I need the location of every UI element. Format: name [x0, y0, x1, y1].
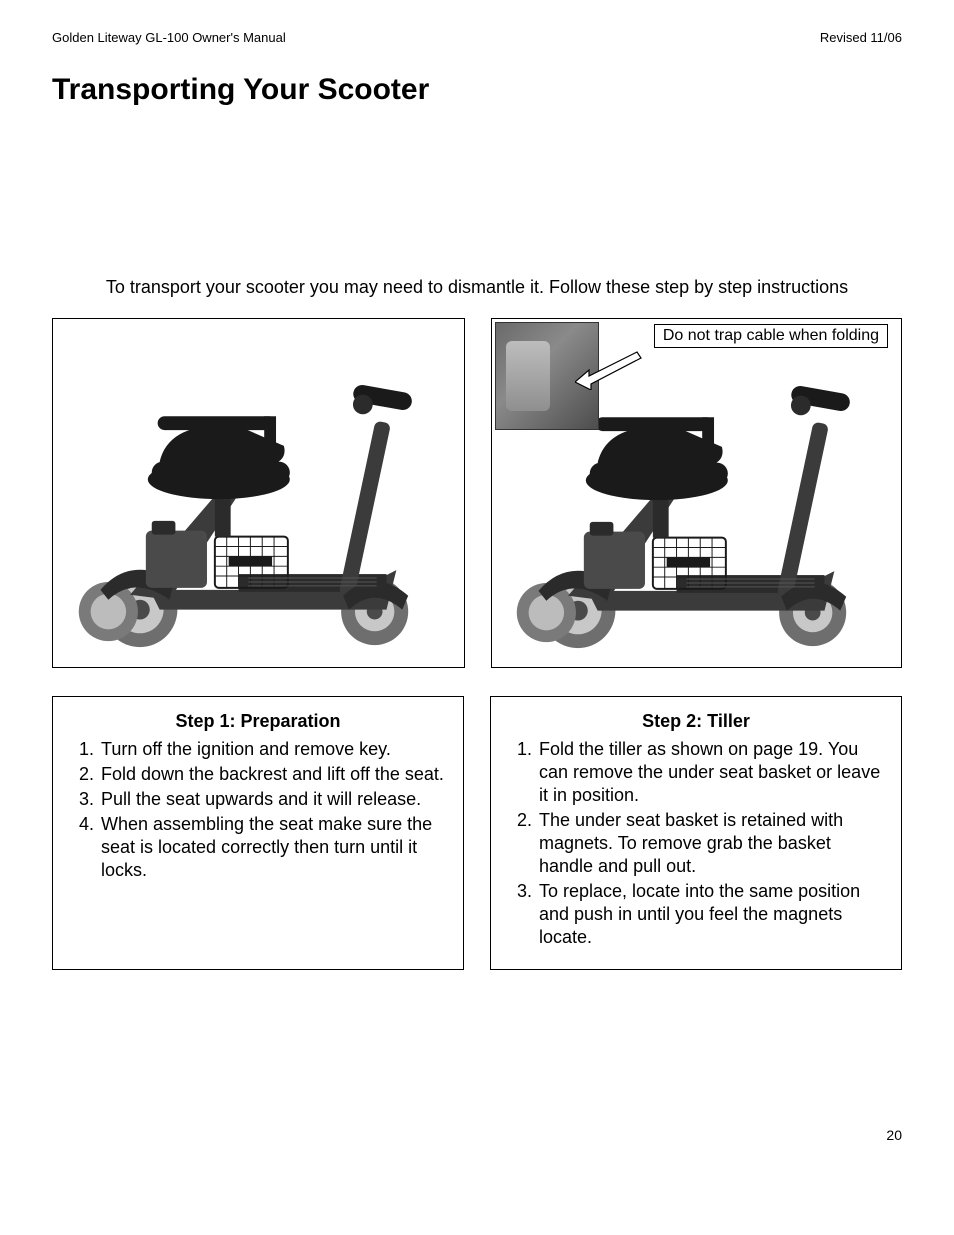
step1-item: Fold down the backrest and lift off the … — [99, 763, 451, 786]
figures-row: Do not trap cable when folding — [52, 318, 902, 668]
scooter-illustration-1 — [61, 363, 456, 659]
step2-title: Step 2: Tiller — [503, 711, 889, 732]
callout-arrow-icon — [575, 346, 645, 390]
header-right: Revised 11/06 — [820, 30, 902, 45]
steps-row: Step 1: Preparation Turn off the ignitio… — [52, 696, 902, 970]
step2-item: To replace, locate into the same positio… — [537, 880, 889, 949]
page-number: 20 — [886, 1127, 902, 1143]
callout-label: Do not trap cable when folding — [654, 324, 888, 348]
step1-title: Step 1: Preparation — [65, 711, 451, 732]
header: Golden Liteway GL-100 Owner's Manual Rev… — [52, 30, 902, 45]
header-left: Golden Liteway GL-100 Owner's Manual — [52, 30, 286, 45]
intro-text: To transport your scooter you may need t… — [72, 277, 882, 298]
step2-item: The under seat basket is retained with m… — [537, 809, 889, 878]
figure-step1 — [52, 318, 465, 668]
step2-item: Fold the tiller as shown on page 19. You… — [537, 738, 889, 807]
step1-item: When assembling the seat make sure the s… — [99, 813, 451, 882]
step2-list: Fold the tiller as shown on page 19. You… — [503, 738, 889, 949]
step2-box: Step 2: Tiller Fold the tiller as shown … — [490, 696, 902, 970]
step1-item: Pull the seat upwards and it will releas… — [99, 788, 451, 811]
page-title: Transporting Your Scooter — [52, 73, 902, 107]
step1-list: Turn off the ignition and remove key. Fo… — [65, 738, 451, 882]
figure-step2: Do not trap cable when folding — [491, 318, 902, 668]
step1-box: Step 1: Preparation Turn off the ignitio… — [52, 696, 464, 970]
step1-item: Turn off the ignition and remove key. — [99, 738, 451, 761]
